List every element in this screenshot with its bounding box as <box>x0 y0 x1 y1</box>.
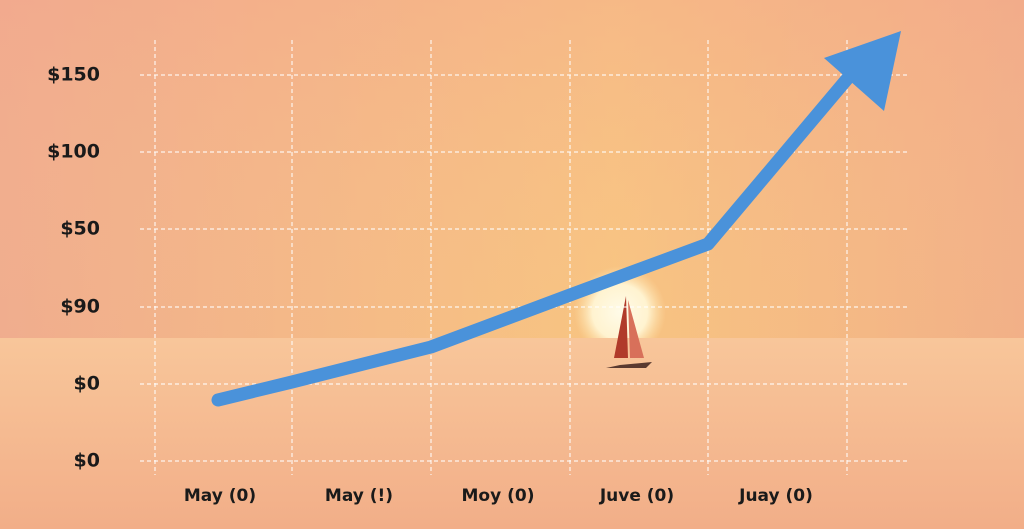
x-axis-labels: May (0) May (!) Moy (0) Juve (0) Juay (0) <box>184 486 813 506</box>
y-axis-label: $50 <box>60 218 100 240</box>
x-axis-label: May (!) <box>325 486 393 506</box>
y-axis-label: $0 <box>74 450 100 472</box>
y-axis-label: $100 <box>47 141 100 163</box>
x-axis-label: Juve (0) <box>599 486 674 506</box>
x-axis-label: May (0) <box>184 486 256 506</box>
x-axis-label: Juay (0) <box>738 486 813 506</box>
y-axis-label: $0 <box>74 373 100 395</box>
trend-arrow <box>211 31 901 407</box>
y-axis-labels: $150 $100 $50 $90 $0 $0 <box>47 64 100 472</box>
y-axis-label: $150 <box>47 64 100 86</box>
x-axis-label: Moy (0) <box>462 486 535 506</box>
y-axis-label: $90 <box>60 296 100 318</box>
